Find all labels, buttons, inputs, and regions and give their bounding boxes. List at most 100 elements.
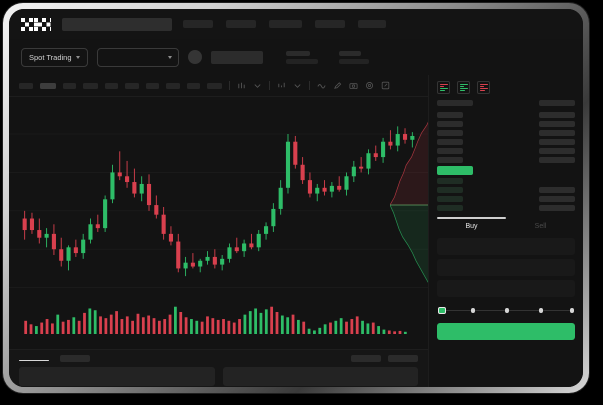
okx-logo[interactable] [21,17,51,31]
orderbook-bid-row[interactable] [437,176,575,185]
orderbook-ask-amount [539,138,575,145]
timeframe-30m[interactable] [83,82,98,89]
timeframe-1h[interactable] [105,82,118,89]
nav-item-4[interactable] [315,20,345,28]
slider-step-50[interactable] [505,308,510,313]
market-type-label: Spot Trading [29,52,72,62]
pencil-draw-icon[interactable] [333,81,342,90]
indicator-icon[interactable] [277,81,286,90]
volume-series [24,306,407,334]
timeframe-1m[interactable] [19,82,33,89]
order-total-field[interactable] [437,280,575,297]
order-price-field[interactable] [437,238,575,255]
tab-sell[interactable]: Sell [534,223,547,230]
device-screen: Spot Trading [9,9,583,387]
orderbook-ask-amount [539,147,575,154]
chevron-down-icon[interactable] [253,81,262,90]
slider-handle[interactable] [438,306,446,315]
trading-pair-selector[interactable] [96,47,179,67]
bottom-row-left[interactable] [19,367,215,386]
pair-avatar [187,50,202,64]
submit-buy-button[interactable] [437,323,575,340]
orderbook-ask-row[interactable] [437,110,575,119]
timeframe-15m[interactable] [63,82,76,89]
orderbook-header-row [437,100,575,106]
orderbook-ask-row[interactable] [437,146,575,155]
market-sub-header: Spot Trading [9,39,583,75]
market-stat-1 [285,50,318,64]
timeframe-1w[interactable] [166,82,180,89]
orderbook-ask-amount [539,120,575,127]
orderbook-bid-row[interactable] [437,203,575,212]
orderbook-last-price-row [437,164,575,176]
orderbook-last-price-row [437,164,575,176]
orderbook-bid-amount [539,204,575,211]
market-type-selector[interactable]: Spot Trading [21,47,88,67]
chart-gridlines [9,133,428,288]
orderbook-last-price [437,165,473,175]
orderbook-asks [437,110,575,164]
orderbook-bid-price [437,204,463,211]
chevron-down-icon-2[interactable] [293,81,302,90]
nav-item-5[interactable] [358,20,386,28]
top-navigation-bar [9,9,583,39]
okx-logo-icon [21,17,51,31]
search-input[interactable] [62,17,172,31]
candlestick-chart-canvas [9,126,428,334]
fullscreen-icon[interactable] [381,81,390,90]
order-amount-slider[interactable] [438,306,575,315]
nav-item-1[interactable] [183,20,213,28]
orderbook-bid-price [437,195,463,202]
camera-snapshot-icon[interactable] [349,81,358,90]
orderbook-bid-amount [539,195,575,202]
orderbook[interactable] [429,98,583,212]
chart-toolbar [9,75,428,97]
orderbook-bids [437,176,575,212]
timeframe-1M[interactable] [187,82,200,89]
order-side-tabs: Buy Sell [429,217,583,235]
candlestick-series [22,126,415,277]
toolbar-divider-2 [269,81,270,90]
timeframe-4h[interactable] [125,82,139,89]
orderbook-ask-amount [539,156,575,163]
orderbook-ask-price [437,129,463,136]
nav-item-3[interactable] [269,20,302,28]
orderbook-layout-both-icon[interactable] [437,81,450,94]
tab-buy[interactable]: Buy [465,223,478,230]
orderbook-ask-price [437,120,463,127]
bottom-row-right[interactable] [222,367,418,386]
orders-panel-tabs [9,350,428,362]
orderbook-bid-row[interactable] [437,185,575,194]
nav-item-2[interactable] [226,20,256,28]
bottom-action-1[interactable] [351,355,381,362]
orderbook-ask-price [437,138,463,145]
orderbook-bid-price [437,177,463,184]
tab-open-orders[interactable] [19,356,49,362]
orderbook-ask-row[interactable] [437,137,575,146]
orders-panel-body [9,362,428,386]
orderbook-col-price [437,100,473,106]
timeframe-5m[interactable] [40,82,56,89]
order-entry-form [429,235,583,297]
orderbook-ask-row[interactable] [437,155,575,164]
price-chart[interactable] [9,97,428,349]
slider-step-75[interactable] [539,308,544,313]
timeframe-more[interactable] [207,82,222,89]
slider-step-100[interactable] [570,308,575,313]
chart-type-icon[interactable] [237,81,246,90]
orderbook-ask-row[interactable] [437,119,575,128]
timeframe-1d[interactable] [146,82,159,89]
orderbook-ask-amount [539,111,575,118]
settings-gear-icon[interactable] [365,81,374,90]
orderbook-layout-asks-icon[interactable] [477,81,490,94]
slider-step-25[interactable] [471,308,476,313]
wave-indicator-icon[interactable] [317,81,326,90]
order-amount-field[interactable] [437,259,575,276]
bottom-action-2[interactable] [388,355,418,362]
tab-order-history[interactable] [60,355,90,362]
orderbook-bid-row[interactable] [437,194,575,203]
orderbook-ask-row[interactable] [437,128,575,137]
orderbook-ask-price [437,156,463,163]
orderbook-layout-bids-icon[interactable] [457,81,470,94]
